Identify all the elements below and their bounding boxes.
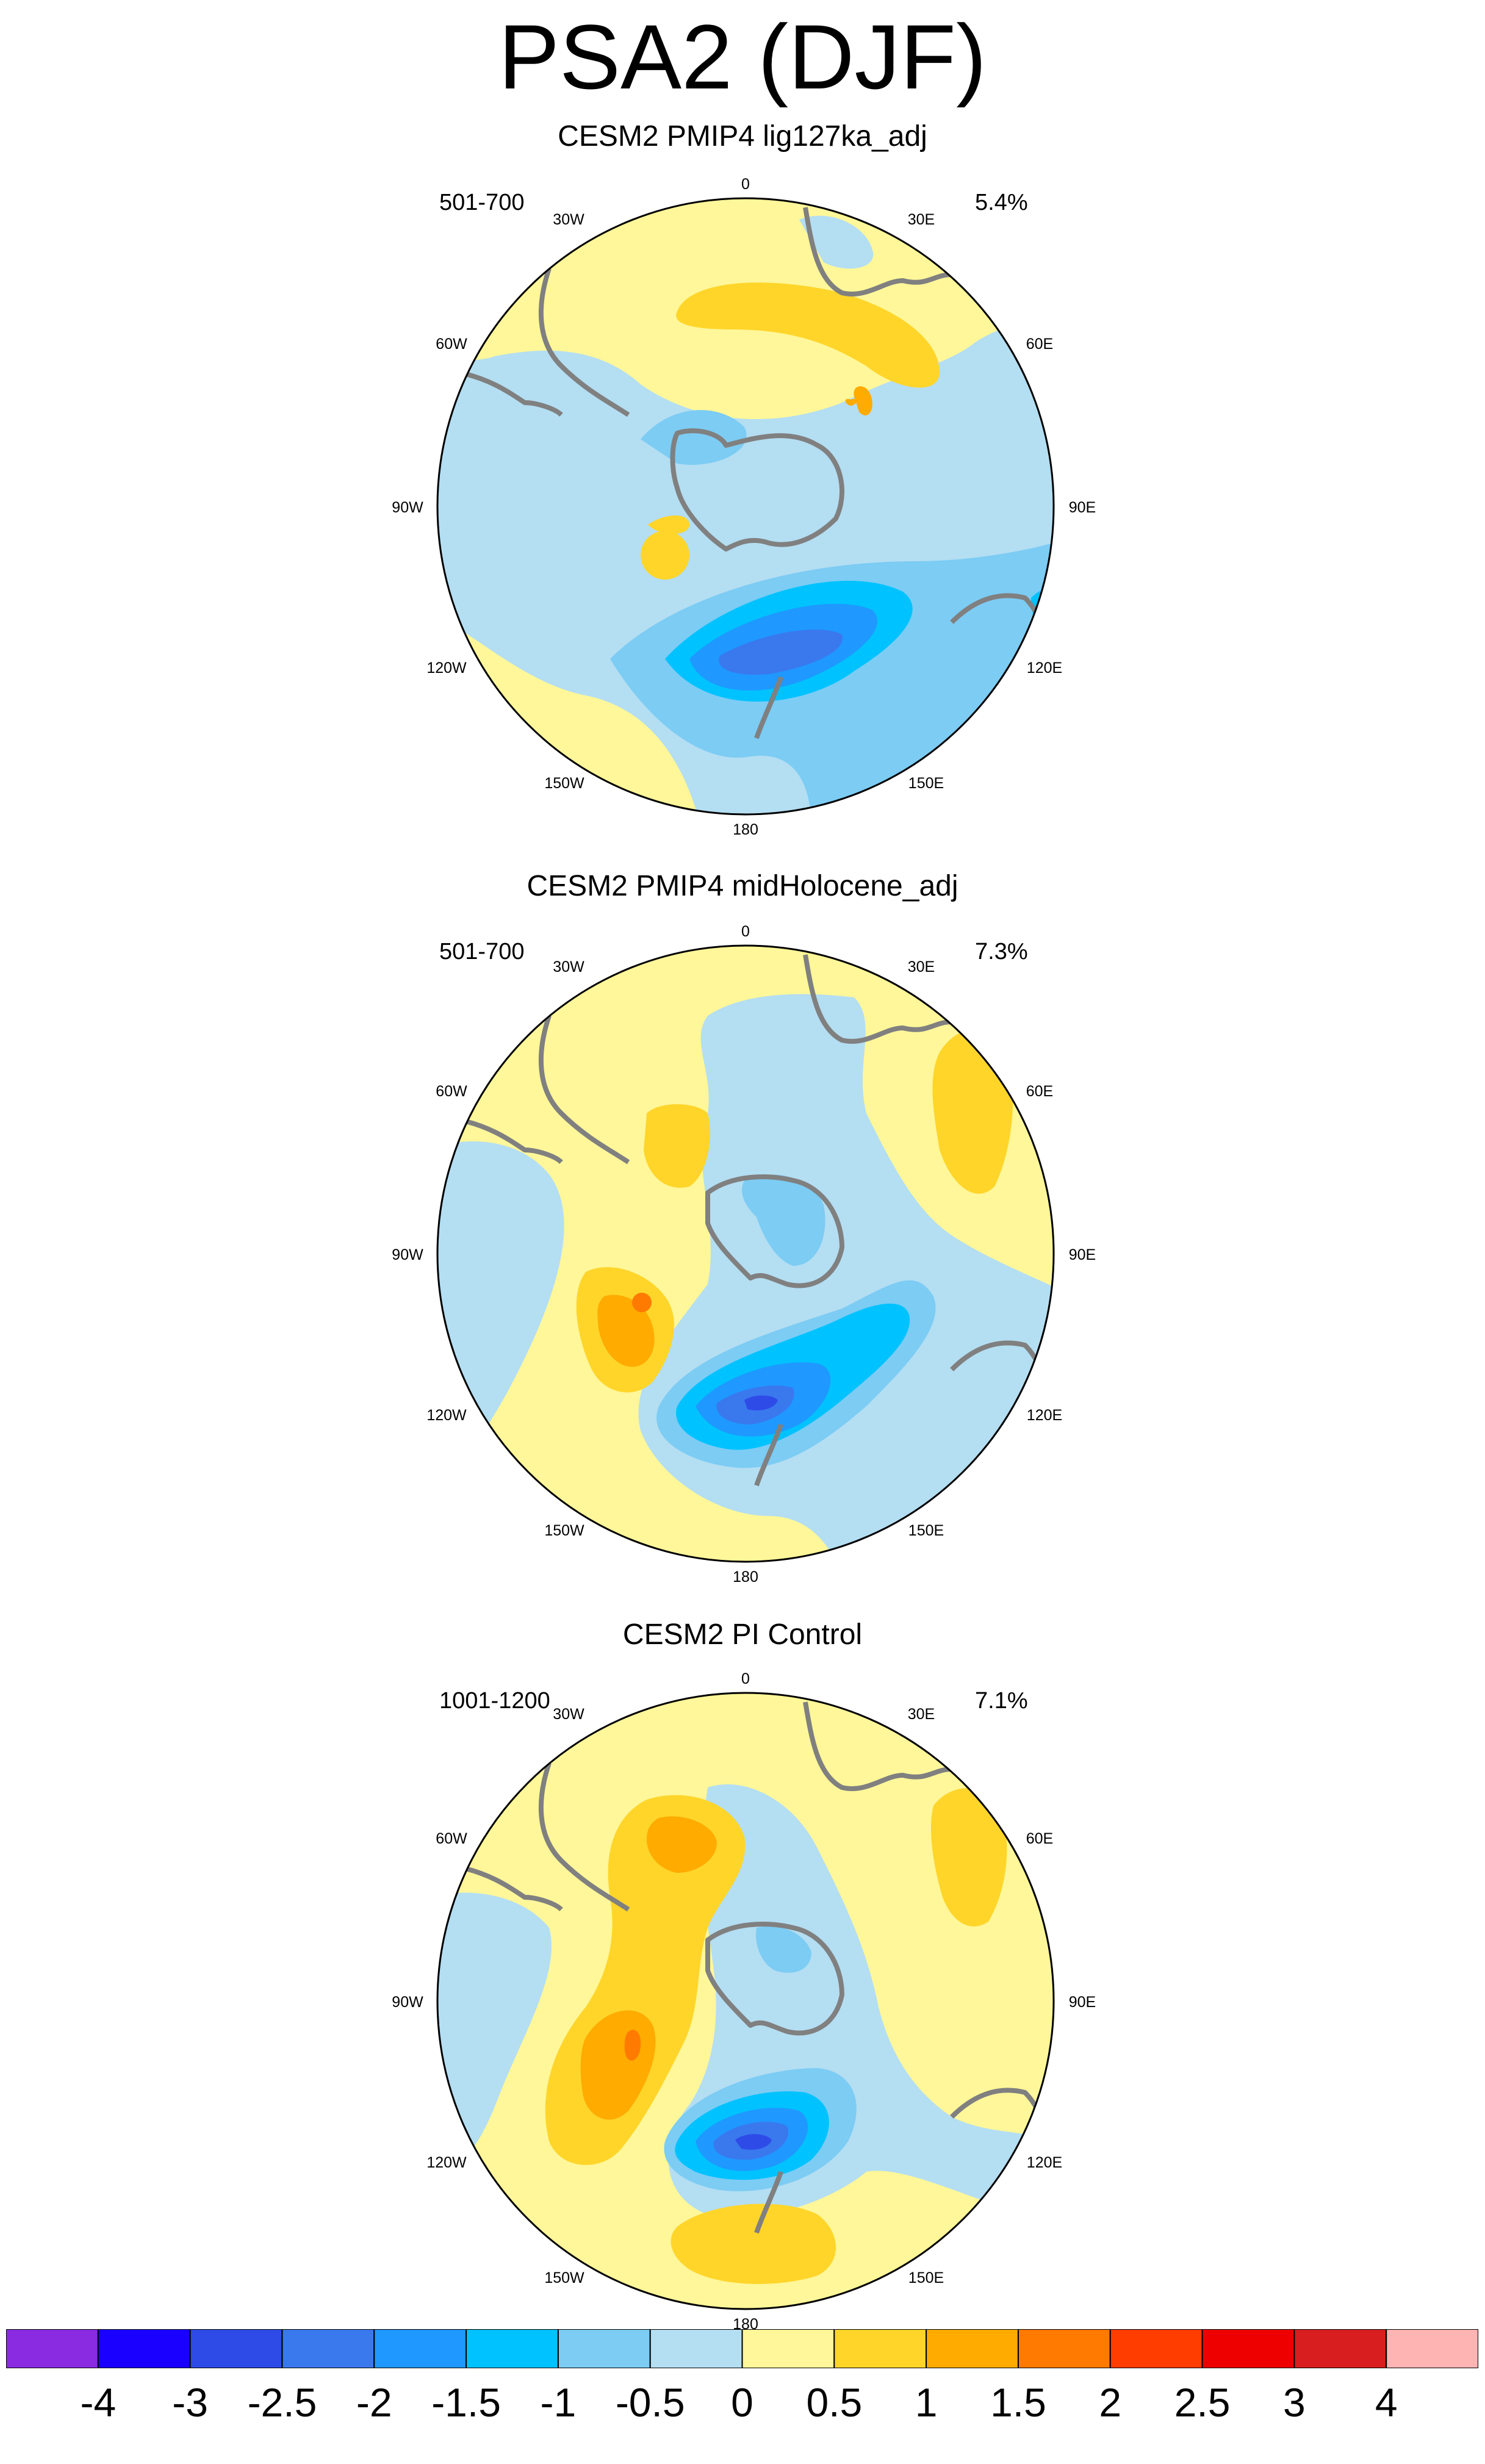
contour-pos-1-5 <box>854 386 872 415</box>
polar-map-midholocene: 0 30E 60E 90E 120E 150E 180 150W 120W 90… <box>392 923 1096 1586</box>
polar-map-lig127ka: 0 30E 60E 90E 120E 150E 180 150W 120W 90… <box>392 176 1096 838</box>
lon-label-150w: 150W <box>544 2269 584 2286</box>
figure-title: PSA2 (DJF) <box>498 5 987 108</box>
lon-label-150w: 150W <box>544 1522 584 1539</box>
colorbar <box>6 2329 1478 2368</box>
colorbar-swatch <box>926 2329 1019 2368</box>
colorbar-swatch <box>1201 2329 1295 2368</box>
panel-title: CESM2 PMIP4 lig127ka_adj <box>558 120 927 153</box>
colorbar-swatch <box>373 2329 467 2368</box>
colorbar-tick-label: -1.5 <box>431 2380 501 2425</box>
lon-label-0: 0 <box>741 176 750 193</box>
lon-label-30e: 30E <box>908 958 935 975</box>
contour-neg-2-5 <box>719 630 843 675</box>
colorbar-swatch <box>1017 2329 1111 2368</box>
lon-label-30e: 30E <box>908 1706 935 1723</box>
colorbar-tick-label: -2 <box>356 2380 392 2425</box>
colorbar-tick-label: 2.5 <box>1174 2380 1231 2425</box>
map-border <box>436 944 1055 1563</box>
lon-label-90w: 90W <box>392 1246 423 1263</box>
colorbar-tick-label: 1.5 <box>990 2380 1046 2425</box>
lon-label-180: 180 <box>733 1568 758 1586</box>
colorbar-swatch <box>557 2329 651 2368</box>
contour-neg-2-5 <box>735 2134 772 2150</box>
colorbar-tick-label: -4 <box>80 2380 117 2425</box>
lon-label-90e: 90E <box>1069 499 1096 516</box>
lon-label-60w: 60W <box>436 1830 467 1847</box>
colorbar-tick-label: 1 <box>915 2380 938 2425</box>
years-label: 501-700 <box>439 190 525 215</box>
colorbar-swatch <box>1293 2329 1387 2368</box>
lon-label-60e: 60E <box>1026 1083 1053 1100</box>
lon-label-90w: 90W <box>392 499 423 516</box>
lon-label-0: 0 <box>741 923 750 940</box>
colorbar-swatch <box>1109 2329 1203 2368</box>
lon-label-120e: 120E <box>1027 1407 1062 1424</box>
lon-label-60w: 60W <box>436 1083 467 1100</box>
lon-label-30w: 30W <box>553 958 584 975</box>
panel-title: CESM2 PMIP4 midHolocene_adj <box>527 870 958 902</box>
colorbar-tick-label: -3 <box>172 2380 208 2425</box>
colorbar-tick-label: 2 <box>1099 2380 1122 2425</box>
lon-label-150w: 150W <box>544 775 584 792</box>
lon-label-60e: 60E <box>1026 1830 1053 1847</box>
contour-neg-0-5 <box>437 1892 552 2178</box>
lon-label-150e: 150E <box>908 1522 944 1539</box>
contour-pos-2 <box>624 2030 641 2061</box>
lon-label-90e: 90E <box>1069 1994 1096 2011</box>
lon-label-60w: 60W <box>436 336 467 353</box>
colorbar-swatch <box>6 2329 99 2368</box>
contour-pos-2 <box>632 1293 652 1312</box>
colorbar-tick-label: -1 <box>540 2380 577 2425</box>
colorbar-swatch <box>281 2329 375 2368</box>
contour-neg-2-5 <box>744 1395 778 1410</box>
variance-label: 7.3% <box>975 939 1028 964</box>
map-border <box>436 1692 1055 2310</box>
colorbar-tick-label: -0.5 <box>615 2380 685 2425</box>
colorbar-swatch <box>97 2329 191 2368</box>
lon-label-120w: 120W <box>426 1407 467 1424</box>
lon-label-30e: 30E <box>908 211 935 228</box>
map-border <box>436 197 1055 816</box>
colorbar-swatch <box>466 2329 559 2368</box>
lon-label-180: 180 <box>733 821 758 838</box>
lon-label-150e: 150E <box>908 775 944 792</box>
contour-pos-1 <box>676 282 940 388</box>
colorbar-tick-label: 0.5 <box>806 2380 863 2425</box>
contour-pos-1-5 <box>597 1295 655 1367</box>
colorbar-tick-label: -2.5 <box>247 2380 317 2425</box>
colorbar-tick-label: 3 <box>1283 2380 1306 2425</box>
panel-title: CESM2 PI Control <box>622 1618 863 1651</box>
lon-label-120e: 120E <box>1027 659 1062 677</box>
variance-label: 7.1% <box>975 1688 1028 1714</box>
colorbar-swatch <box>189 2329 283 2368</box>
lon-label-120w: 120W <box>426 2154 467 2171</box>
lon-label-30w: 30W <box>553 1706 584 1723</box>
polar-map-pi-control: 0 30E 60E 90E 120E 150E 180 150W 120W 90… <box>392 1670 1096 2333</box>
colorbar-swatch <box>741 2329 835 2368</box>
lon-label-90w: 90W <box>392 1994 423 2011</box>
lon-label-90e: 90E <box>1069 1246 1096 1263</box>
lon-label-120e: 120E <box>1027 2154 1062 2171</box>
colorbar-swatch <box>1386 2329 1478 2368</box>
colorbar-tick-label: 0 <box>731 2380 753 2425</box>
colorbar-tick-label: 4 <box>1375 2380 1398 2425</box>
lon-label-0: 0 <box>741 1670 750 1687</box>
colorbar-swatch <box>833 2329 927 2368</box>
lon-label-150e: 150E <box>908 2269 944 2286</box>
lon-label-30w: 30W <box>553 211 584 228</box>
lon-label-60e: 60E <box>1026 336 1053 353</box>
colorbar-swatch <box>649 2329 743 2368</box>
lon-label-120w: 120W <box>426 659 467 677</box>
variance-label: 5.4% <box>975 190 1028 215</box>
years-label: 501-700 <box>439 939 525 964</box>
years-label: 1001-1200 <box>439 1688 550 1714</box>
contour-neg-1 <box>742 1174 825 1266</box>
